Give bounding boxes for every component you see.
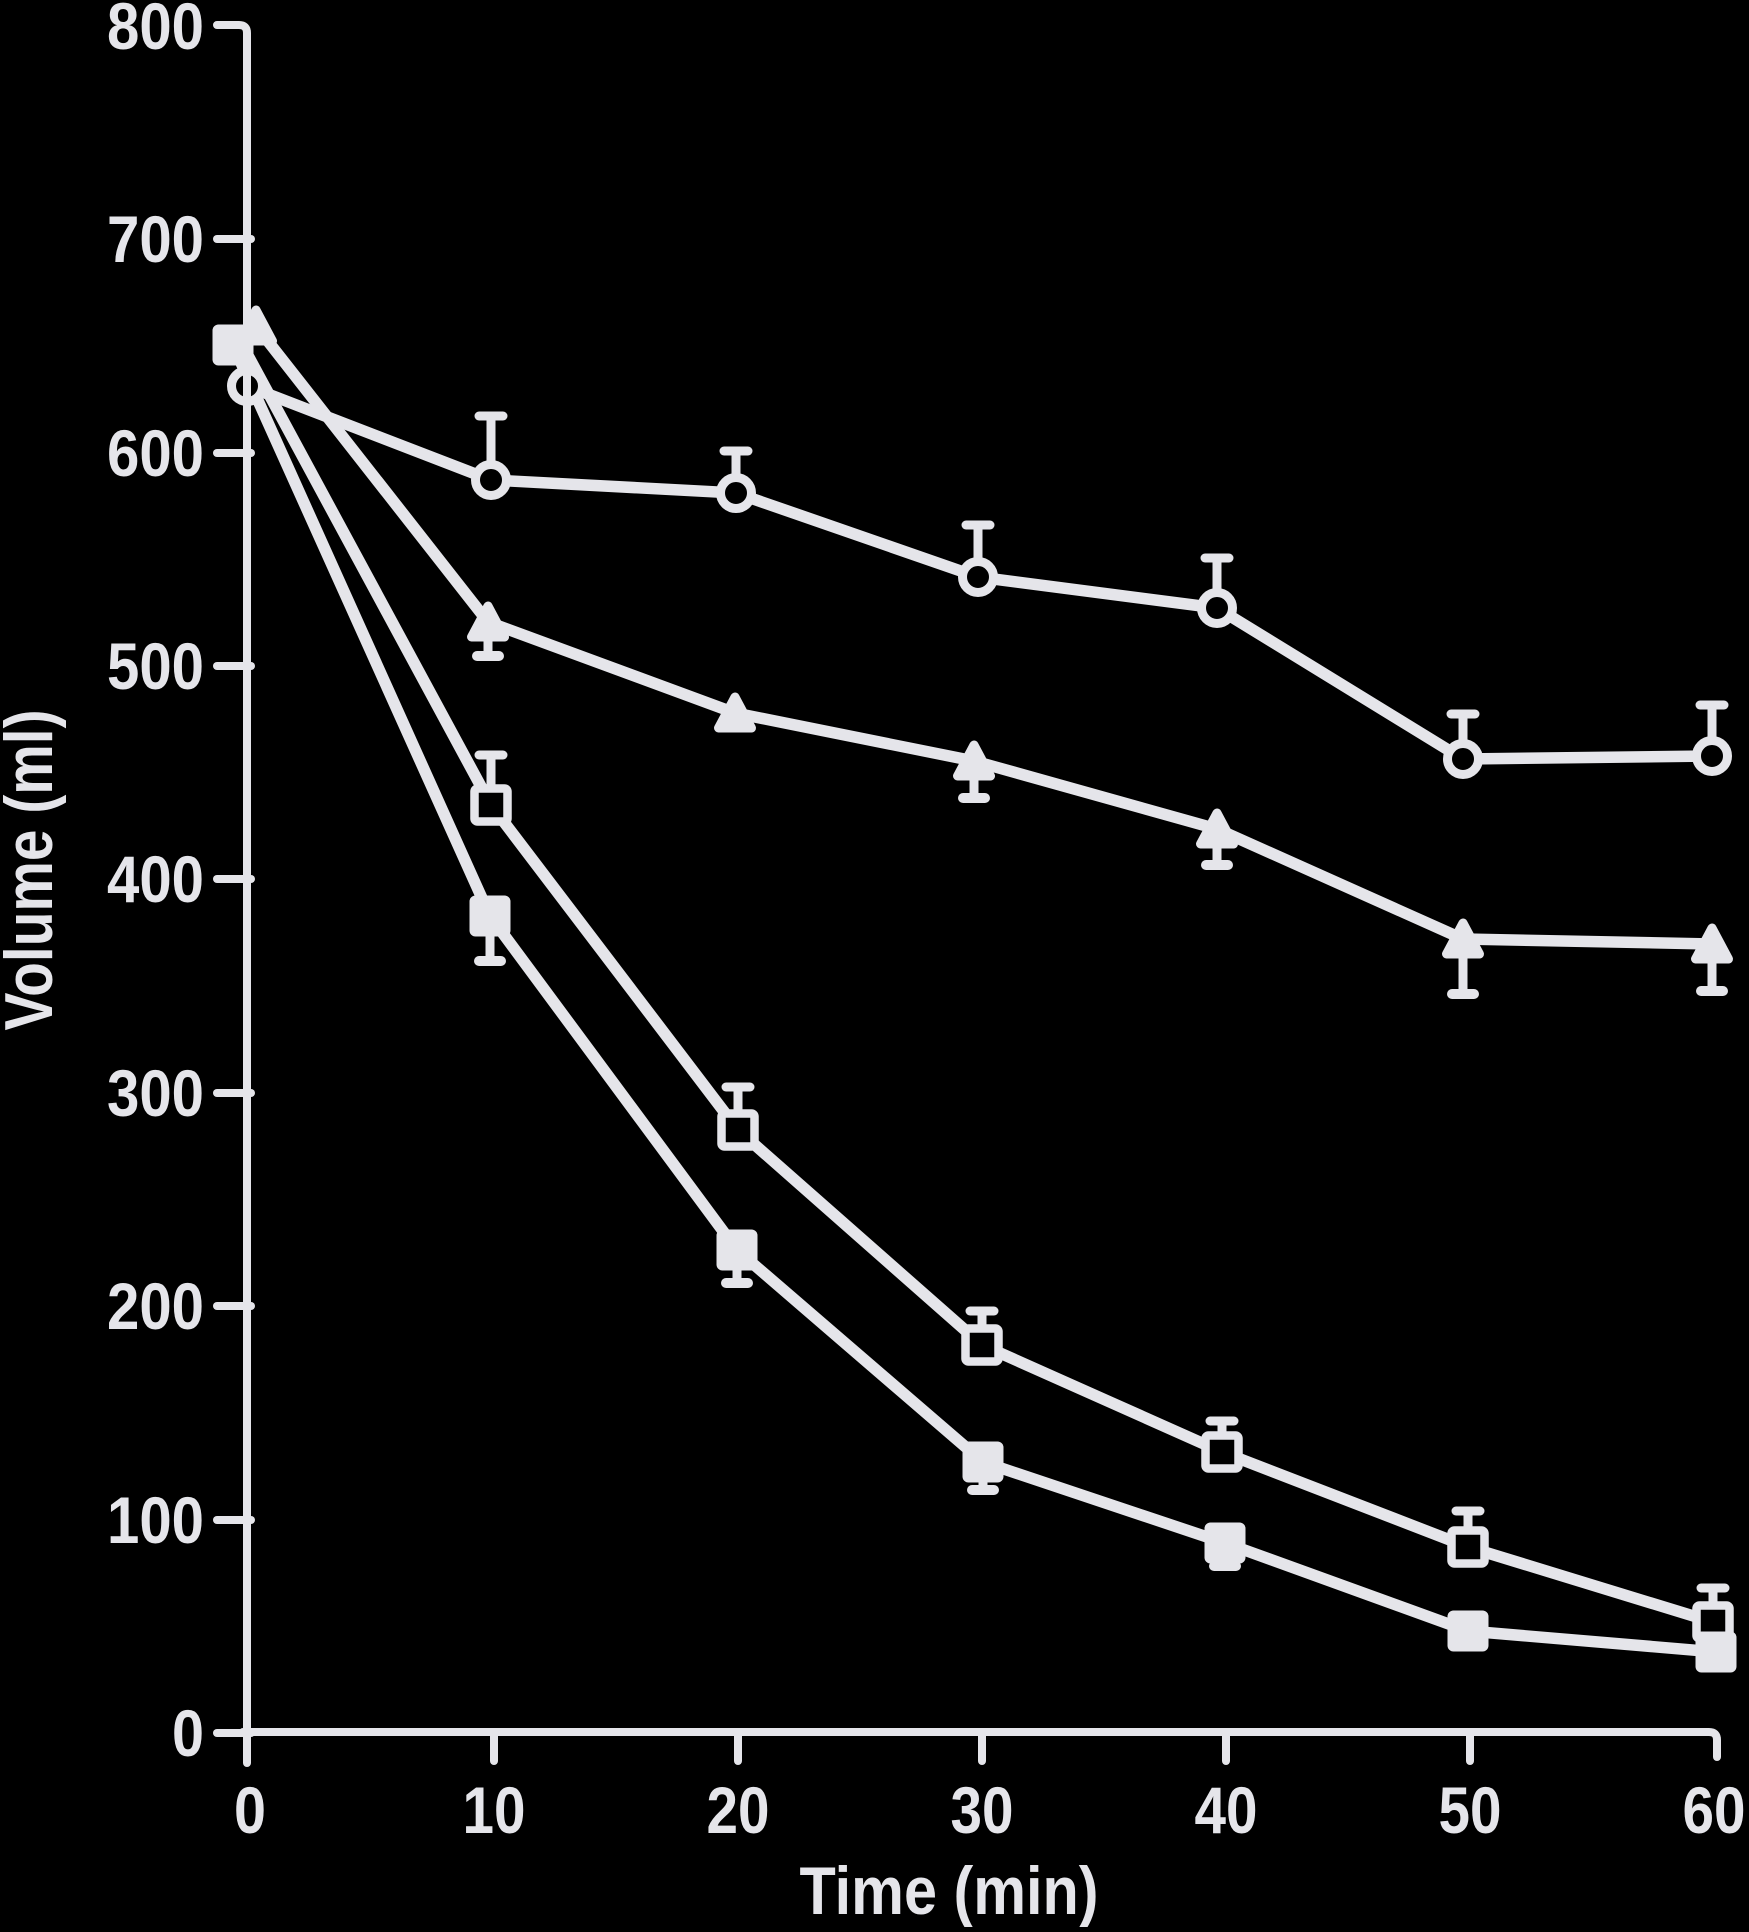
svg-text:20: 20 [707,1773,770,1847]
svg-text:800: 800 [107,0,204,63]
svg-text:40: 40 [1195,1773,1258,1847]
svg-text:300: 300 [107,1056,204,1130]
svg-text:Volume (ml): Volume (ml) [0,710,67,1031]
svg-text:0: 0 [172,1696,204,1770]
svg-text:10: 10 [463,1773,526,1847]
svg-text:400: 400 [107,842,204,916]
svg-text:0: 0 [234,1773,266,1847]
svg-text:60: 60 [1683,1773,1746,1847]
svg-text:Time (min): Time (min) [800,1853,1099,1927]
svg-text:100: 100 [107,1483,204,1557]
svg-text:30: 30 [951,1773,1014,1847]
svg-text:700: 700 [107,202,204,276]
svg-text:200: 200 [107,1269,204,1343]
svg-text:50: 50 [1439,1773,1502,1847]
svg-text:500: 500 [107,629,204,703]
svg-text:600: 600 [107,416,204,490]
